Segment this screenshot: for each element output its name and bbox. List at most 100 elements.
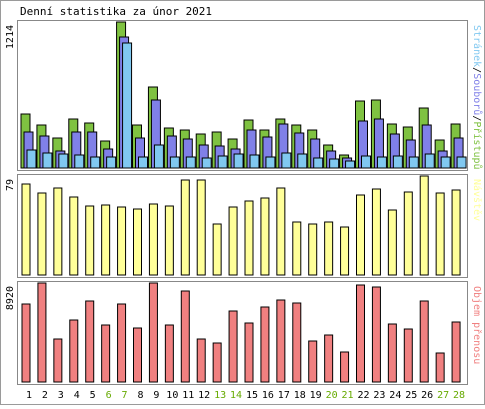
bar-navstevy <box>164 205 174 276</box>
bar-stranky <box>376 156 387 169</box>
bar-stranky <box>345 160 356 169</box>
x-tick-label: 13 <box>214 390 226 401</box>
bar-stranky <box>138 156 148 169</box>
bar-objem <box>196 338 206 383</box>
bar-stranky <box>185 156 196 169</box>
bar-stranky <box>153 144 164 169</box>
x-tick-label: 5 <box>90 390 96 401</box>
x-tick-label: 17 <box>278 390 290 401</box>
bar-navstevy <box>387 209 397 276</box>
bar-navstevy <box>324 221 334 276</box>
bar-stranky <box>329 158 340 169</box>
bar-stranky <box>106 156 117 169</box>
bar-stranky <box>408 156 419 169</box>
bar-objem <box>419 300 429 383</box>
bar-objem <box>292 302 302 383</box>
x-axis-labels: 1 2 3 4 5 6 7 8 9 10 11 12 13 14 15 16 17 18 19 20 21 22 23 24 2… <box>26 390 465 401</box>
bar-stranky <box>265 156 276 169</box>
panel-requests-border <box>17 20 468 171</box>
bar-navstevy <box>451 189 461 276</box>
bar-navstevy <box>53 187 63 276</box>
bar-stranky <box>281 152 292 169</box>
legend-requests-separator: / <box>471 67 482 73</box>
bar-objem <box>435 352 445 383</box>
panel-traffic-border <box>17 281 468 385</box>
bar-stranky <box>313 157 324 169</box>
bar-stranky <box>58 153 69 169</box>
x-tick-label: 22 <box>357 390 369 401</box>
bar-navstevy <box>371 188 381 276</box>
bar-navstevy <box>228 206 238 276</box>
bar-objem <box>260 306 270 383</box>
x-tick-label: 11 <box>182 390 194 401</box>
bar-objem <box>212 342 222 383</box>
bar-navstevy <box>196 179 206 276</box>
x-tick-label: 15 <box>246 390 258 401</box>
panel-traffic: 8920 Objem přenosu <box>5 281 483 385</box>
bar-stranky <box>74 154 85 169</box>
bar-stranky <box>440 156 451 169</box>
legend-requests-part: Souborů <box>471 73 483 115</box>
x-tick-label: 23 <box>373 390 385 401</box>
bar-navstevy <box>403 191 413 276</box>
bar-navstevy <box>340 226 350 276</box>
x-tick-label: 19 <box>310 390 322 401</box>
bar-navstevy <box>356 194 365 276</box>
bar-objem <box>276 299 286 383</box>
legend-requests-part: Stránek <box>471 25 483 67</box>
y-max-label-visits: 79 <box>5 179 16 191</box>
legend-traffic-part: Objem přenosu <box>471 286 483 364</box>
legend-visits-part: Návštěv <box>471 179 483 221</box>
bar-objem <box>180 290 190 383</box>
bar-stranky <box>217 155 228 169</box>
bar-stranky <box>90 156 101 169</box>
chart-title: Denní statistika za únor 2021 <box>20 5 212 18</box>
x-tick-label: 4 <box>74 390 80 401</box>
bar-objem <box>21 303 31 383</box>
bar-objem <box>85 300 95 383</box>
bar-stranky <box>392 155 403 169</box>
bar-objem <box>403 328 413 383</box>
bar-stranky <box>122 42 133 169</box>
bar-stranky <box>26 149 37 169</box>
bar-objem <box>340 351 350 383</box>
bar-stranky <box>201 157 212 169</box>
x-tick-label: 12 <box>198 390 210 401</box>
panel-requests: 1214 Stránek/Souborů/Přístupů <box>5 20 483 171</box>
x-tick-label: 18 <box>294 390 306 401</box>
bar-stranky <box>249 154 260 169</box>
x-tick-label: 24 <box>389 390 401 401</box>
x-tick-label: 25 <box>405 390 417 401</box>
panel-visits: 79 Návštěv <box>5 174 483 278</box>
legend-requests: Stránek/Souborů/Přístupů <box>471 25 483 170</box>
bar-objem <box>117 303 127 383</box>
x-tick-label: 28 <box>453 390 465 401</box>
legend-requests-separator: / <box>471 115 482 121</box>
bar-objem <box>164 324 174 383</box>
x-tick-label: 2 <box>42 390 48 401</box>
bar-objem <box>133 327 142 383</box>
bar-objem <box>101 324 111 383</box>
legend-requests-part: Přístupů <box>471 121 483 169</box>
bar-navstevy <box>180 179 190 276</box>
bar-objem <box>356 284 365 383</box>
x-tick-label: 16 <box>262 390 274 401</box>
bar-stranky <box>169 156 180 169</box>
bar-stranky <box>361 155 371 169</box>
bar-stranky <box>456 156 467 169</box>
bar-objem <box>69 319 79 383</box>
bar-stranky <box>297 153 308 169</box>
bar-objem <box>308 340 318 383</box>
bar-navstevy <box>133 208 142 276</box>
x-tick-label: 27 <box>437 390 449 401</box>
bar-stranky <box>233 153 244 169</box>
bar-objem <box>324 334 334 383</box>
x-tick-label: 21 <box>342 390 354 401</box>
bar-navstevy <box>292 221 302 276</box>
panel-visits-border <box>17 174 468 278</box>
bar-navstevy <box>148 203 158 276</box>
bar-objem <box>387 323 397 383</box>
x-tick-label: 3 <box>58 390 64 401</box>
bar-objem <box>228 310 238 383</box>
